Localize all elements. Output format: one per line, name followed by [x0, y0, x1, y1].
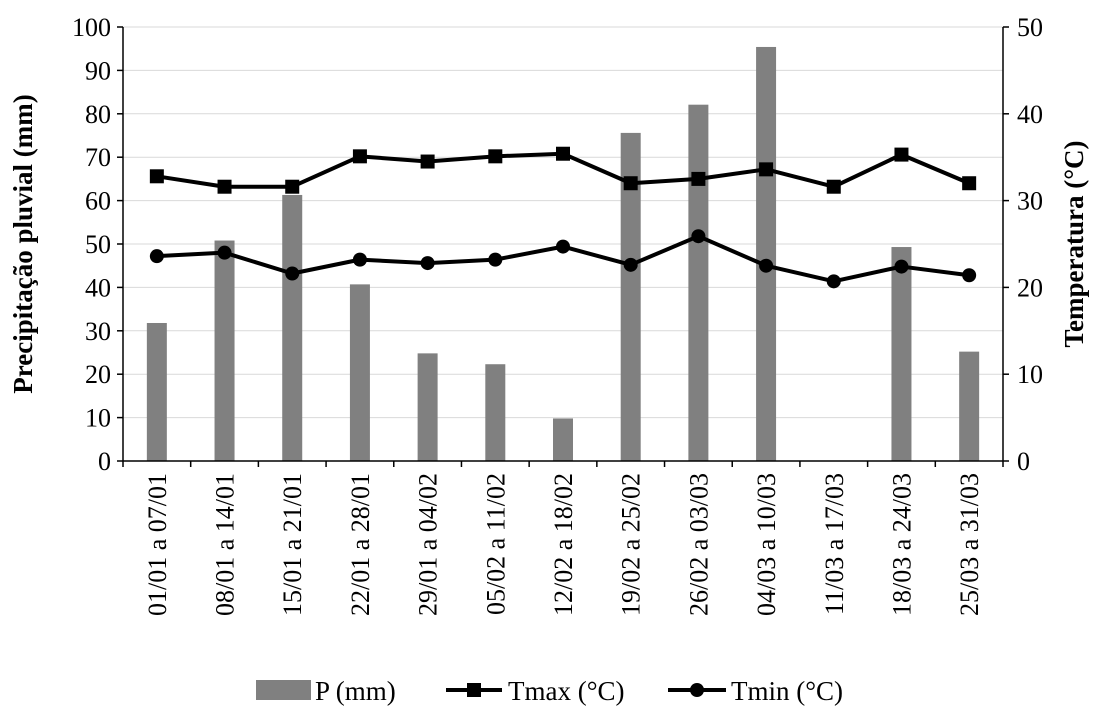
- left-tick-label: 80: [85, 100, 111, 129]
- x-tick-label: 22/01 a 28/01: [346, 473, 375, 616]
- legend-label-tmax: Tmax (°C): [508, 676, 625, 706]
- bar-p-5: [417, 353, 438, 461]
- precipitation-bars: [146, 46, 980, 462]
- bar-p-13: [959, 351, 980, 461]
- marker-tmax-2: [217, 179, 232, 194]
- x-tick-label: 26/02 a 03/03: [684, 473, 713, 616]
- marker-tmax-9: [691, 171, 706, 186]
- marker-tmax-5: [420, 154, 435, 169]
- legend-swatch-p: [256, 680, 311, 700]
- bar-p-4: [349, 284, 370, 461]
- x-tick-label: 01/01 a 07/01: [143, 473, 172, 616]
- right-tick-label: 40: [1017, 100, 1043, 129]
- right-tick-label: 50: [1017, 13, 1043, 42]
- left-tick-label: 100: [72, 13, 111, 42]
- left-tick-label: 40: [85, 273, 111, 302]
- x-axis-ticks: 01/01 a 07/01 08/01 a 14/01 15/01 a 21/01 2…: [122, 461, 1004, 616]
- x-tick-label: 19/02 a 25/02: [617, 473, 646, 616]
- bar-p-9: [688, 104, 709, 461]
- x-tick-label: 29/01 a 04/02: [414, 473, 443, 616]
- bar-p-10: [756, 46, 777, 462]
- marker-tmin-6: [488, 252, 503, 267]
- marker-tmax-3: [285, 179, 300, 194]
- marker-tmin-11: [826, 274, 841, 289]
- marker-tmax-1: [149, 169, 164, 184]
- left-tick-label: 60: [85, 187, 111, 216]
- x-tick-label: 25/03 a 31/03: [955, 473, 984, 616]
- left-tick-label: 50: [85, 230, 111, 259]
- legend-label-p: P (mm): [315, 676, 396, 706]
- bar-p-8: [620, 132, 641, 461]
- x-tick-label: 04/03 a 10/03: [752, 473, 781, 616]
- legend-marker-tmin: [690, 683, 704, 697]
- x-tick-label: 11/03 a 17/03: [820, 473, 849, 615]
- marker-tmin-5: [420, 256, 435, 271]
- bar-p-2: [214, 240, 235, 461]
- temperature-lines: [149, 146, 977, 289]
- marker-tmax-8: [623, 176, 638, 191]
- left-axis-ticks: 0 10 20 30 40 50 60 70 80 90 100: [72, 13, 123, 476]
- left-tick-label: 70: [85, 143, 111, 172]
- marker-tmin-3: [285, 266, 300, 281]
- marker-tmax-7: [556, 146, 570, 161]
- legend-marker-tmax: [467, 683, 481, 697]
- right-axis-ticks: 0 10 20 30 40 50: [1003, 13, 1043, 476]
- marker-tmin-10: [759, 258, 774, 273]
- x-tick-label: 12/02 a 18/02: [549, 473, 578, 616]
- bar-p-3: [282, 194, 303, 461]
- bar-p-1: [146, 322, 167, 461]
- legend-label-tmin: Tmin (°C): [731, 676, 843, 706]
- marker-tmin-9: [691, 229, 706, 244]
- y-right-axis-title: Temperatura (°C): [1059, 140, 1089, 347]
- right-tick-label: 10: [1017, 360, 1043, 389]
- bar-p-6: [485, 364, 506, 461]
- right-tick-label: 0: [1017, 447, 1030, 476]
- marker-tmax-10: [759, 162, 774, 177]
- marker-tmax-4: [352, 149, 367, 164]
- y-left-axis-title: Precipitação pluvial (mm): [8, 94, 38, 393]
- marker-tmin-13: [962, 268, 977, 283]
- marker-tmin-4: [352, 252, 367, 267]
- marker-tmax-6: [488, 149, 503, 164]
- x-tick-label: 08/01 a 14/01: [211, 473, 240, 616]
- gridlines: [123, 26, 1003, 419]
- right-tick-label: 30: [1017, 187, 1043, 216]
- bar-p-7: [553, 418, 573, 461]
- marker-tmax-13: [962, 176, 977, 191]
- x-tick-label: 18/03 a 24/03: [887, 473, 916, 616]
- x-tick-label: 15/01 a 21/01: [278, 473, 307, 616]
- x-tick-label: 05/02 a 11/02: [481, 473, 510, 615]
- marker-tmin-2: [217, 245, 232, 260]
- left-tick-label: 0: [98, 447, 111, 476]
- marker-tmin-8: [623, 257, 638, 272]
- right-tick-label: 20: [1017, 273, 1043, 302]
- legend: P (mm) Tmax (°C) Tmin (°C): [256, 676, 843, 706]
- bar-p-12: [891, 247, 912, 461]
- left-tick-label: 20: [85, 360, 111, 389]
- left-tick-label: 10: [85, 404, 111, 433]
- marker-tmax-12: [894, 147, 909, 162]
- marker-tmin-7: [556, 239, 570, 254]
- left-tick-label: 90: [85, 56, 111, 85]
- left-tick-label: 30: [85, 317, 111, 346]
- marker-tmin-1: [149, 249, 164, 264]
- marker-tmin-12: [894, 259, 909, 274]
- marker-tmax-11: [826, 179, 841, 194]
